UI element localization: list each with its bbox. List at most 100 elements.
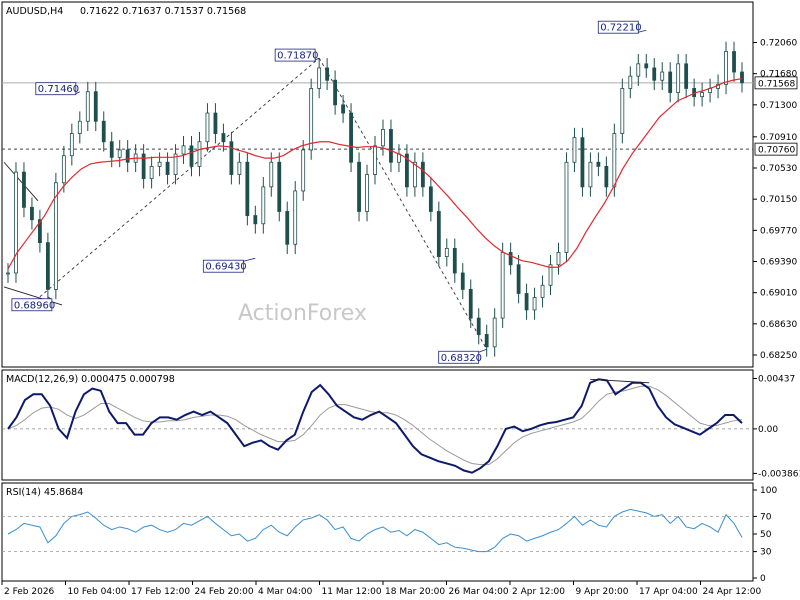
candle-body (357, 161, 361, 212)
candle-body (684, 63, 689, 89)
annotation-leader (314, 57, 320, 61)
candle-body (492, 317, 497, 348)
candle-body (93, 91, 98, 122)
candle-body (69, 133, 74, 157)
candle-body (22, 171, 26, 208)
price-line-label: 0.71568 (758, 79, 795, 89)
ma-line (7, 78, 743, 270)
x-tick-label: 2 Apr 12:00 (512, 587, 565, 597)
candle-body (197, 141, 202, 167)
candle-body (53, 182, 58, 290)
candle-body (373, 145, 377, 175)
rsi-tick-label: 100 (760, 486, 777, 496)
candle-body (524, 293, 529, 311)
x-tick-label: 2 Feb 2026 (4, 587, 55, 597)
price-panel-frame (1, 1, 754, 368)
candle-body (6, 272, 10, 275)
candle-body (205, 112, 210, 143)
rsi-tick-label: 50 (760, 530, 772, 540)
wedge-line (3, 161, 39, 202)
price-tick-label: 0.68630 (760, 320, 797, 330)
candle-body (468, 288, 473, 319)
candle-body (213, 112, 218, 134)
annotation-box (35, 82, 77, 96)
price-horizontal-lines: 0.71568 0.70760 (2, 76, 798, 156)
x-tick-label: 26 Mar 04:00 (449, 587, 509, 597)
candle-body (341, 104, 345, 114)
annotation-label: 0.71460 (38, 84, 79, 95)
price-trendlines (3, 57, 488, 350)
candle-body (452, 247, 457, 274)
candle-body (508, 252, 513, 266)
candle-body (125, 149, 130, 163)
candle-body (588, 161, 593, 188)
annotation-leader (638, 29, 647, 33)
price-line-label: 0.70760 (758, 146, 795, 156)
x-tick-label: 10 Feb 04:00 (68, 587, 127, 597)
candle-body (740, 71, 744, 84)
annotation-box (11, 298, 53, 312)
price-tick-label: 0.69010 (760, 289, 797, 299)
x-tick-label: 17 Apr 04:00 (639, 587, 698, 597)
candle-body (644, 63, 649, 69)
x-tick-label: 24 Apr 12:00 (703, 587, 762, 597)
annotation-leader (75, 91, 80, 95)
price-tick-label: 0.70150 (760, 195, 797, 205)
candle-body (173, 153, 178, 175)
candle-body (77, 120, 82, 134)
price-annotations: 0.71460 0.71870 0.72210 0.69430 0.68960 0.683… (11, 20, 647, 364)
candle-body (277, 161, 282, 212)
price-tick-label: 0.72060 (760, 39, 797, 49)
candle-body (381, 129, 385, 147)
candle-body (484, 334, 489, 348)
candle-body (317, 67, 322, 89)
candle-body (101, 120, 106, 143)
candle-body (237, 161, 242, 175)
price-tick-label: 0.68250 (760, 351, 797, 361)
candle-body (365, 174, 369, 212)
candle-body (285, 211, 290, 245)
candle-body (245, 161, 250, 216)
candle-body (109, 141, 114, 158)
x-tick-label: 4 Mar 04:00 (258, 587, 313, 597)
candle-body (460, 272, 465, 290)
trendline (318, 57, 488, 350)
candle-body (117, 149, 122, 158)
candle-body (564, 161, 569, 253)
trendline (39, 57, 320, 298)
macd-indicator: 0.00437 0.00 -0.003861 (2, 374, 800, 479)
price-line-box (754, 76, 798, 90)
candle-body (660, 71, 665, 81)
price-line-box (754, 142, 798, 156)
candle-body (596, 161, 601, 167)
candle-body (229, 141, 234, 175)
candle-body (580, 137, 585, 188)
candle-body (405, 153, 409, 188)
rsi-tick-label: 30 (760, 548, 772, 558)
rsi-indicator: 100 70 50 30 0 (2, 486, 777, 584)
candle-body (333, 79, 338, 106)
candle-body (444, 247, 449, 257)
candle-body (157, 161, 162, 167)
candle-body (620, 88, 625, 134)
x-tick-label: 11 Mar 12:00 (322, 587, 382, 597)
candle-body (149, 165, 154, 180)
candle-body (532, 297, 537, 311)
annotation-label: 0.72210 (600, 23, 641, 34)
x-tick-label: 17 Feb 12:00 (131, 587, 190, 597)
price-y-axis: 0.72060 0.71680 0.71300 0.70910 0.70530 0.701… (753, 39, 797, 361)
candle-body (261, 186, 266, 225)
annotation-label: 0.69430 (205, 262, 246, 273)
candle-body (676, 63, 681, 93)
annotation-leader (243, 257, 256, 262)
x-tick-label: 24 Feb 20:00 (195, 587, 254, 597)
rsi-line (7, 508, 743, 553)
candle-body (253, 215, 258, 225)
candle-body (668, 71, 673, 93)
candle-body (548, 264, 553, 286)
candle-body (45, 242, 50, 290)
annotation-leader (478, 348, 487, 353)
rsi-tick-label: 0 (760, 574, 766, 584)
symbol-label: AUDUSD,H4 (6, 6, 63, 17)
